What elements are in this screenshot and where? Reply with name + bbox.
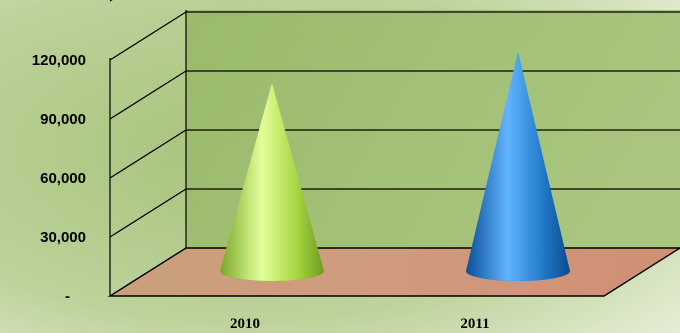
- cone-body: [220, 83, 324, 281]
- chart-floor: [107, 247, 680, 297]
- x-tick-labels: 2010 2011: [230, 316, 490, 332]
- cone-2010: [220, 83, 324, 281]
- gridline-side-0: [109, 188, 187, 238]
- gridline-side-3: [109, 11, 187, 61]
- y-tick-label: 30,000: [40, 229, 86, 246]
- y-tick-label: -: [65, 288, 70, 305]
- cone-body: [466, 51, 570, 282]
- gridline-side-2: [109, 70, 187, 120]
- y-tick-labels: - 30,000 60,000 90,000 120,000: [32, 52, 86, 305]
- x-tick-label: 2011: [460, 316, 489, 332]
- gridlines: [109, 0, 680, 238]
- y-tick-label: 120,000: [32, 52, 86, 69]
- cone-2011: [466, 51, 570, 282]
- y-tick-label: 90,000: [40, 111, 86, 128]
- gridline-side-1: [109, 129, 187, 179]
- cone-series: [220, 51, 570, 282]
- y-axis: [109, 10, 187, 296]
- x-tick-label: 2010: [230, 316, 260, 332]
- y-tick-label: 60,000: [40, 170, 86, 187]
